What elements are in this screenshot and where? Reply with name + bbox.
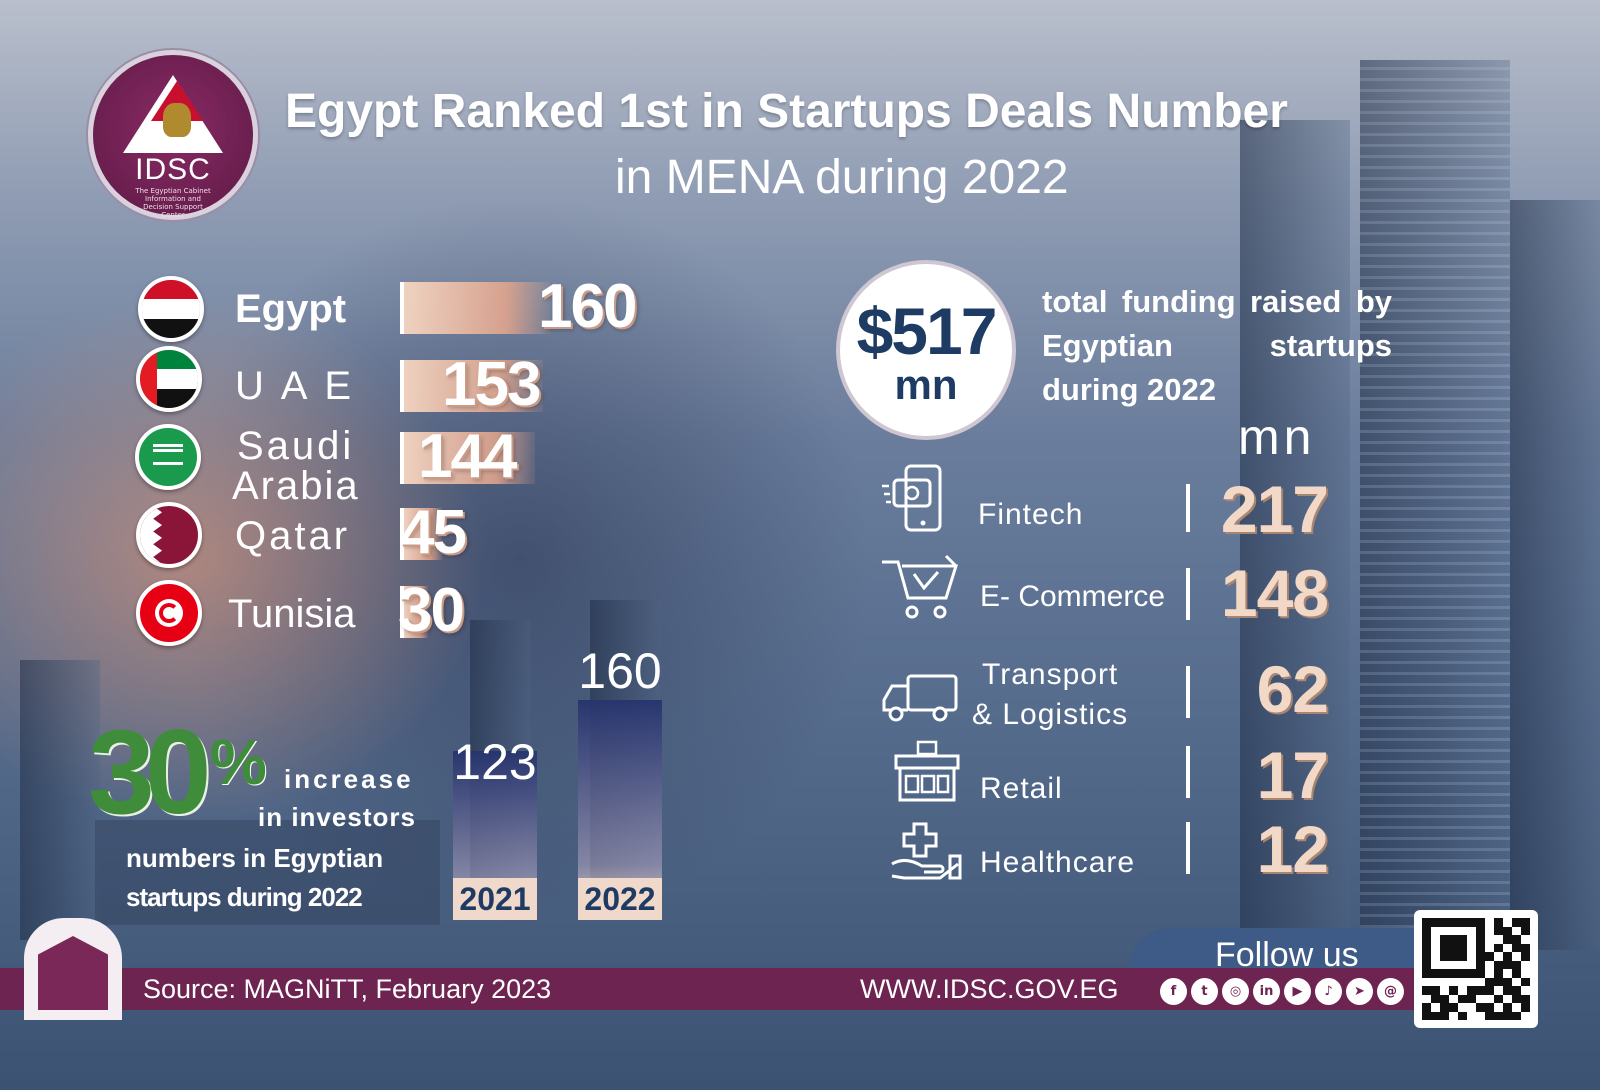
- deal-value-uae: 153: [442, 350, 541, 419]
- sector-divider: [1186, 746, 1190, 798]
- year-value-2022: 160: [578, 643, 662, 699]
- sector-value-retail: 17: [1256, 738, 1329, 812]
- investors-line-3: numbers in Egyptian: [126, 843, 384, 873]
- health-care-hand-icon: [891, 822, 962, 880]
- eagle-emblem-icon: [163, 103, 191, 137]
- footer-emblem: [24, 918, 122, 1020]
- investors-text-box: [95, 820, 440, 925]
- window-pattern-decoration: [1360, 60, 1510, 950]
- sectors-unit-label: mn: [1238, 409, 1316, 465]
- country-label-qatar: Qatar: [235, 514, 351, 558]
- investors-percent: 30: [88, 705, 212, 839]
- youtube-icon[interactable]: ▶: [1284, 978, 1311, 1005]
- year-label-2021: 2021: [453, 878, 537, 920]
- follow-us-label: Follow us: [1215, 936, 1359, 974]
- deal-value-egypt: 160: [538, 272, 637, 341]
- deal-bar-saudi: [400, 432, 535, 484]
- egypt-flag-icon: [138, 276, 204, 342]
- deal-bar-tunisia: [400, 586, 428, 638]
- threads-icon[interactable]: @: [1377, 978, 1404, 1005]
- tiktok-icon[interactable]: ♪: [1315, 978, 1342, 1005]
- mobile-payment-icon: [882, 464, 942, 532]
- country-label-uae: U A E: [235, 364, 356, 408]
- funding-unit: mn: [894, 361, 958, 408]
- twitter-icon[interactable]: t: [1191, 978, 1218, 1005]
- instagram-icon[interactable]: ◎: [1222, 978, 1249, 1005]
- logo-text: IDSC: [135, 153, 211, 186]
- deal-bar-egypt: [400, 282, 550, 334]
- sector-label-ecommerce: E- Commerce: [980, 580, 1166, 613]
- investors-line-1: increase: [284, 764, 414, 794]
- year-value-2021: 123: [453, 734, 537, 790]
- source-text: Source: MAGNiTT, February 2023: [143, 974, 552, 1004]
- skyscraper-decoration: [1240, 120, 1350, 950]
- country-label-saudi-line2: Arabia: [232, 464, 360, 508]
- linkedin-icon[interactable]: in: [1253, 978, 1280, 1005]
- qatar-flag-icon: [136, 502, 202, 568]
- sector-divider: [1186, 822, 1190, 874]
- uae-flag-icon: [136, 346, 202, 412]
- funding-description: total funding raised by Egyptian startup…: [1042, 284, 1392, 407]
- sector-label-transport-line2: & Logistics: [972, 698, 1129, 731]
- sector-value-fintech: 217: [1220, 472, 1329, 546]
- telegram-icon[interactable]: ➤: [1346, 978, 1373, 1005]
- shopping-cart-icon: [882, 554, 959, 619]
- delivery-truck-icon: [882, 674, 958, 722]
- investors-line-4: startups during 2022: [126, 882, 363, 912]
- country-label-egypt: Egypt: [235, 287, 347, 331]
- investors-line-2: in investors: [258, 802, 416, 832]
- deal-value-tunisia: 30: [398, 576, 465, 645]
- building-decoration: [20, 660, 100, 940]
- page-title: Egypt Ranked 1st in Startups Deals Numbe…: [285, 85, 1288, 138]
- skyscraper-decoration: [1360, 60, 1510, 950]
- deal-bar-uae: [400, 360, 543, 412]
- saudi-flag-icon: [135, 424, 201, 490]
- country-label-tunisia: Tunisia: [228, 592, 356, 636]
- deal-value-qatar: 45: [400, 498, 467, 567]
- deal-value-saudi: 144: [418, 422, 517, 491]
- facebook-icon[interactable]: f: [1160, 978, 1187, 1005]
- tunisia-flag-icon: [136, 580, 202, 646]
- storefront-icon: [894, 740, 960, 802]
- eagle-chart-icon: [38, 936, 108, 1010]
- idsc-logo: IDSC The Egyptian Cabinet Information an…: [88, 50, 258, 220]
- sector-label-retail: Retail: [980, 772, 1063, 805]
- sector-divider: [1186, 666, 1190, 718]
- sector-divider: [1186, 484, 1190, 532]
- funding-amount: $517: [856, 294, 998, 368]
- year-label-2022: 2022: [578, 878, 662, 920]
- qr-code-pattern: [1422, 918, 1530, 1020]
- sector-label-fintech: Fintech: [978, 498, 1084, 531]
- qr-code[interactable]: [1414, 910, 1538, 1028]
- sector-value-healthcare: 12: [1256, 812, 1329, 886]
- funding-total-circle: $517 mn: [836, 260, 1016, 440]
- sector-divider: [1186, 568, 1190, 620]
- website-link[interactable]: WWW.IDSC.GOV.EG: [860, 974, 1119, 1004]
- skyscraper-decoration: [1510, 200, 1600, 950]
- sector-label-transport: Transport: [982, 658, 1119, 691]
- deal-bar-qatar: [400, 508, 442, 560]
- social-icons: f t ◎ in ▶ ♪ ➤ @: [1160, 978, 1404, 1005]
- logo-subtitle: The Egyptian Cabinet Information and Dec…: [135, 187, 211, 219]
- investors-percent-sign: %: [210, 726, 267, 798]
- sector-value-ecommerce: 148: [1220, 556, 1329, 630]
- page-subtitle: in MENA during 2022: [615, 151, 1069, 204]
- sector-value-transport: 62: [1256, 652, 1329, 726]
- sector-label-healthcare: Healthcare: [980, 846, 1136, 879]
- country-label-saudi: Saudi: [237, 424, 355, 468]
